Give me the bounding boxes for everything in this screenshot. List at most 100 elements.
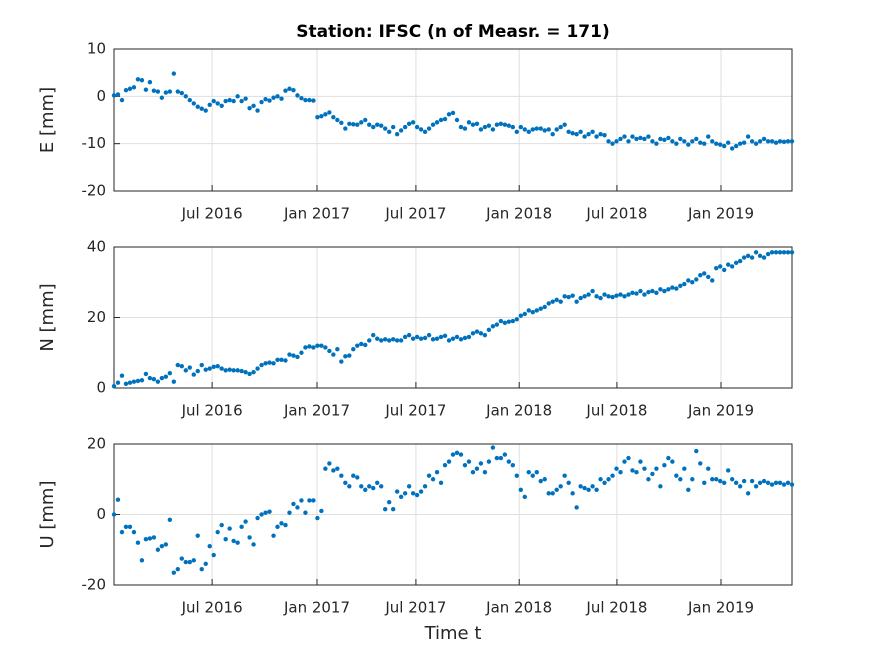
y-axis-label: E [mm] bbox=[37, 87, 58, 153]
data-point bbox=[367, 484, 372, 489]
data-point bbox=[761, 136, 767, 142]
data-point bbox=[630, 468, 635, 473]
y-tick-label: 0 bbox=[96, 379, 106, 397]
data-point bbox=[702, 141, 707, 146]
data-point bbox=[538, 306, 543, 311]
data-point bbox=[642, 292, 647, 297]
data-point bbox=[119, 97, 125, 103]
data-point bbox=[638, 288, 643, 294]
data-point bbox=[375, 336, 380, 341]
data-point bbox=[347, 353, 352, 358]
data-point bbox=[171, 71, 177, 76]
data-point bbox=[251, 369, 256, 375]
data-point bbox=[626, 292, 631, 297]
data-point bbox=[271, 533, 276, 538]
data-point bbox=[654, 466, 659, 471]
data-point bbox=[303, 510, 308, 515]
data-point bbox=[658, 484, 663, 489]
data-point bbox=[670, 285, 675, 290]
data-point bbox=[223, 368, 228, 373]
data-point bbox=[638, 459, 643, 464]
data-point bbox=[151, 535, 157, 540]
data-point bbox=[586, 132, 591, 137]
data-point bbox=[478, 331, 484, 336]
data-point bbox=[215, 363, 220, 369]
data-point bbox=[714, 265, 719, 271]
data-point bbox=[442, 333, 448, 339]
data-point bbox=[283, 522, 288, 528]
data-point bbox=[119, 529, 125, 535]
data-point bbox=[418, 127, 424, 132]
data-point bbox=[598, 132, 603, 137]
data-point bbox=[163, 542, 169, 547]
data-point bbox=[510, 124, 516, 130]
x-tick-label: Jul 2016 bbox=[181, 205, 243, 223]
data-point bbox=[610, 141, 615, 146]
data-point bbox=[626, 455, 631, 461]
data-point bbox=[430, 337, 436, 342]
data-point bbox=[386, 499, 392, 505]
data-point bbox=[259, 512, 264, 517]
data-point bbox=[606, 294, 611, 299]
data-point bbox=[115, 92, 121, 97]
data-point bbox=[422, 484, 428, 489]
data-point bbox=[251, 542, 256, 547]
data-point bbox=[646, 134, 651, 139]
data-point bbox=[195, 533, 200, 538]
data-point bbox=[315, 343, 320, 348]
data-point bbox=[167, 517, 173, 522]
data-point bbox=[111, 512, 117, 517]
data-point bbox=[303, 345, 308, 350]
data-point bbox=[390, 507, 396, 512]
x-tick-label: Jan 2018 bbox=[485, 205, 552, 223]
data-point bbox=[562, 294, 567, 299]
data-point bbox=[402, 491, 408, 496]
data-point bbox=[311, 98, 316, 103]
data-point bbox=[383, 126, 388, 131]
data-point bbox=[454, 117, 460, 123]
data-point bbox=[171, 379, 177, 384]
data-point bbox=[259, 362, 264, 368]
data-point bbox=[279, 521, 284, 526]
data-point bbox=[534, 126, 539, 131]
data-point bbox=[195, 368, 200, 374]
data-point bbox=[514, 129, 520, 135]
data-point bbox=[319, 114, 324, 119]
data-point bbox=[438, 480, 444, 485]
data-point bbox=[582, 134, 587, 139]
data-point bbox=[777, 250, 783, 255]
data-point bbox=[231, 368, 236, 373]
data-point bbox=[175, 362, 181, 368]
data-point bbox=[299, 96, 304, 101]
data-point bbox=[275, 94, 280, 99]
data-point bbox=[654, 141, 659, 146]
data-point bbox=[610, 294, 615, 300]
data-point bbox=[203, 367, 208, 372]
data-point bbox=[650, 139, 655, 144]
data-point bbox=[335, 117, 340, 123]
data-point bbox=[690, 139, 695, 144]
data-point bbox=[430, 477, 436, 482]
data-point bbox=[702, 480, 707, 485]
data-point bbox=[398, 128, 404, 133]
data-point bbox=[379, 338, 384, 343]
data-point bbox=[155, 547, 161, 552]
data-point bbox=[554, 297, 559, 303]
data-point bbox=[510, 462, 516, 468]
data-point bbox=[694, 136, 699, 142]
data-point bbox=[219, 522, 224, 528]
data-point bbox=[402, 124, 408, 130]
data-point bbox=[646, 477, 651, 482]
data-point bbox=[135, 77, 141, 82]
data-point bbox=[622, 459, 627, 464]
data-point bbox=[163, 90, 169, 95]
data-point bbox=[239, 524, 244, 530]
data-point bbox=[714, 141, 719, 146]
data-point bbox=[706, 134, 711, 139]
data-point bbox=[343, 354, 348, 359]
data-point bbox=[327, 110, 332, 115]
data-point bbox=[351, 122, 356, 127]
data-point bbox=[494, 122, 500, 127]
data-point bbox=[686, 278, 691, 283]
data-point bbox=[191, 558, 196, 563]
